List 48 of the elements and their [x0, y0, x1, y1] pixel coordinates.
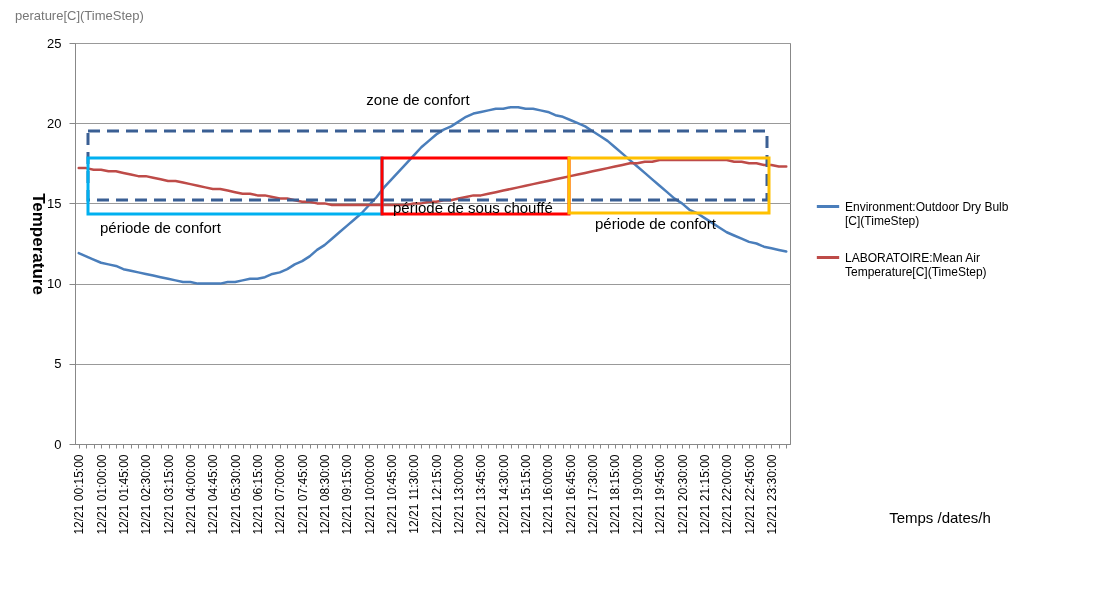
chart-title: perature[C](TimeStep): [15, 8, 144, 23]
x-tick-label: 12/21 06:15:00: [250, 454, 265, 535]
x-tick-label: 12/21 16:45:00: [563, 454, 578, 535]
x-tick-label: 12/21 13:45:00: [474, 454, 489, 535]
x-tick-label: 12/21 14:30:00: [496, 454, 511, 535]
x-tick-label: 12/21 10:45:00: [385, 454, 400, 535]
x-tick-label: 12/21 13:00:00: [452, 454, 467, 535]
y-tick-label: 10: [47, 276, 62, 292]
y-tick-label: 5: [54, 356, 62, 372]
legend-label: LABORATOIRE:Mean Air Temperature[C](TimeStep): [845, 250, 987, 279]
annotation: zone de confort: [366, 90, 471, 108]
y-axis-title: Temperature: [28, 193, 48, 295]
x-tick-label: 12/21 00:15:00: [72, 454, 87, 535]
x-tick-label: 12/21 01:00:00: [94, 454, 109, 535]
y-tick-label: 25: [47, 35, 62, 51]
x-tick-label: 12/21 08:30:00: [318, 454, 333, 535]
x-tick-label: 12/21 17:30:00: [586, 454, 601, 535]
x-tick-label: 12/21 19:45:00: [653, 454, 668, 535]
x-tick-label: 12/21 19:00:00: [630, 454, 645, 535]
legend-label: Environment:Outdoor Dry Bulb [C](TimeStep): [845, 199, 1009, 228]
x-tick-label: 12/21 20:30:00: [675, 454, 690, 535]
x-tick-label: 12/21 10:00:00: [362, 454, 377, 535]
x-tick-label: 12/21 09:15:00: [340, 454, 355, 535]
annotation: période de confort: [595, 214, 717, 232]
x-tick-label: 12/21 12:15:00: [429, 454, 444, 535]
x-tick-label: 12/21 22:00:00: [720, 454, 735, 535]
y-tick-label: 20: [47, 115, 62, 131]
line-series: [77, 105, 788, 285]
x-tick-label: 12/21 03:15:00: [161, 454, 176, 535]
x-tick-label: 12/21 18:15:00: [608, 454, 623, 535]
y-tick-label: 0: [54, 436, 62, 452]
x-tick-label: 12/21 05:30:00: [228, 454, 243, 535]
x-tick-label: 12/21 01:45:00: [116, 454, 131, 535]
text: Temps /dates/h: [889, 508, 991, 526]
x-tick-label: 12/21 23:30:00: [764, 454, 779, 535]
y-tick-label: 15: [47, 195, 62, 211]
x-tick-label: 12/21 21:15:00: [697, 454, 712, 535]
annotation: période de sous chouffé: [393, 198, 553, 216]
x-tick-label: 12/21 11:30:00: [407, 454, 422, 534]
x-tick-label: 12/21 22:45:00: [742, 454, 757, 535]
x-tick-label: 12/21 16:00:00: [541, 454, 556, 535]
annotation: période de confort: [100, 218, 222, 236]
x-tick-label: 12/21 02:30:00: [139, 454, 154, 535]
x-tick-label: 12/21 07:45:00: [295, 454, 310, 535]
x-tick-label: 12/21 04:45:00: [206, 454, 221, 535]
x-tick-label: 12/21 15:15:00: [519, 454, 534, 535]
x-tick-label: 12/21 04:00:00: [183, 454, 198, 535]
x-tick-label: 12/21 07:00:00: [273, 454, 288, 535]
